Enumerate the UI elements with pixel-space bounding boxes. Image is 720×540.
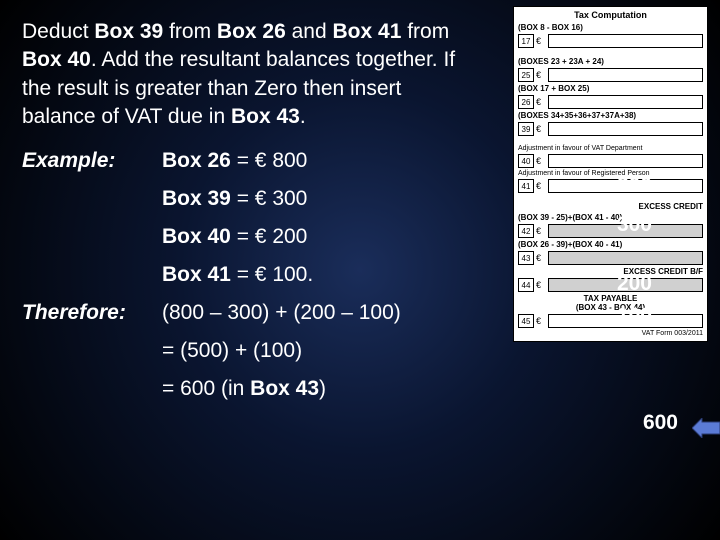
calc-line-2: = (500) + (100) xyxy=(162,339,478,363)
form-row-17: 17€ xyxy=(518,33,703,48)
arrow-icon xyxy=(692,418,720,438)
example-label: Example: xyxy=(22,149,162,173)
example-line-3: Box 40 = € 200 xyxy=(22,225,478,249)
annotation-600: 600 xyxy=(643,411,678,435)
example-line-4: Box 41 = € 100. xyxy=(22,263,478,287)
example-line-1: Example: Box 26 = € 800 xyxy=(22,149,478,173)
form-row-41: 41€ xyxy=(518,178,703,193)
form-row-25: 25€ xyxy=(518,67,703,82)
form-row-42: 42€ xyxy=(518,223,703,238)
form-row-45: 45€ xyxy=(518,313,703,328)
form-footer: VAT Form 003/2011 xyxy=(518,330,703,337)
annotation-300: 300 xyxy=(617,213,652,237)
annotation-200: 200 xyxy=(617,272,652,296)
annotation-800: 800 xyxy=(617,174,652,198)
form-row-26: 26€ xyxy=(518,94,703,109)
form-row-44: 44€ xyxy=(518,277,703,292)
slide-content: Deduct Box 39 from Box 26 and Box 41 fro… xyxy=(0,0,500,433)
form-row-40: 40€ xyxy=(518,153,703,168)
form-title: Tax Computation xyxy=(518,10,703,20)
instruction-text: Deduct Box 39 from Box 26 and Box 41 fro… xyxy=(22,18,478,131)
calc-line-3: = 600 (in Box 43) xyxy=(162,377,478,401)
form-row-43: 43€ xyxy=(518,250,703,265)
vat-form: Tax Computation (BOX 8 - BOX 16) 17€ (BO… xyxy=(513,6,708,342)
form-row-39: 39€ xyxy=(518,121,703,136)
annotation-100: 100 xyxy=(617,304,652,328)
therefore-line: Therefore: (800 – 300) + (200 – 100) xyxy=(22,301,478,325)
example-line-2: Box 39 = € 300 xyxy=(22,187,478,211)
